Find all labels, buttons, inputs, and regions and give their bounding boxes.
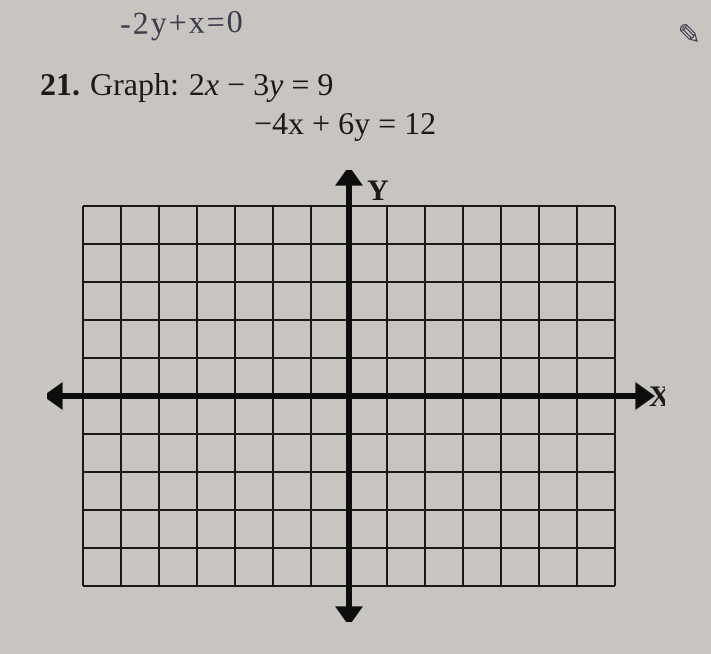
equation-1: 2x − 3y = 9: [189, 66, 334, 103]
handwritten-note-top: -2y+x=0: [120, 3, 245, 42]
coordinate-grid: YX: [47, 170, 665, 622]
problem-number: 21.: [40, 66, 80, 103]
handwritten-mark-right: ✎: [678, 18, 703, 52]
equation-2: −4x + 6y = 12: [254, 105, 671, 142]
problem-label: Graph:: [90, 66, 179, 103]
problem-header: 21. Graph: 2x − 3y = 9: [40, 66, 671, 103]
y-axis-label: Y: [367, 174, 389, 207]
x-axis-label: X: [649, 380, 665, 413]
